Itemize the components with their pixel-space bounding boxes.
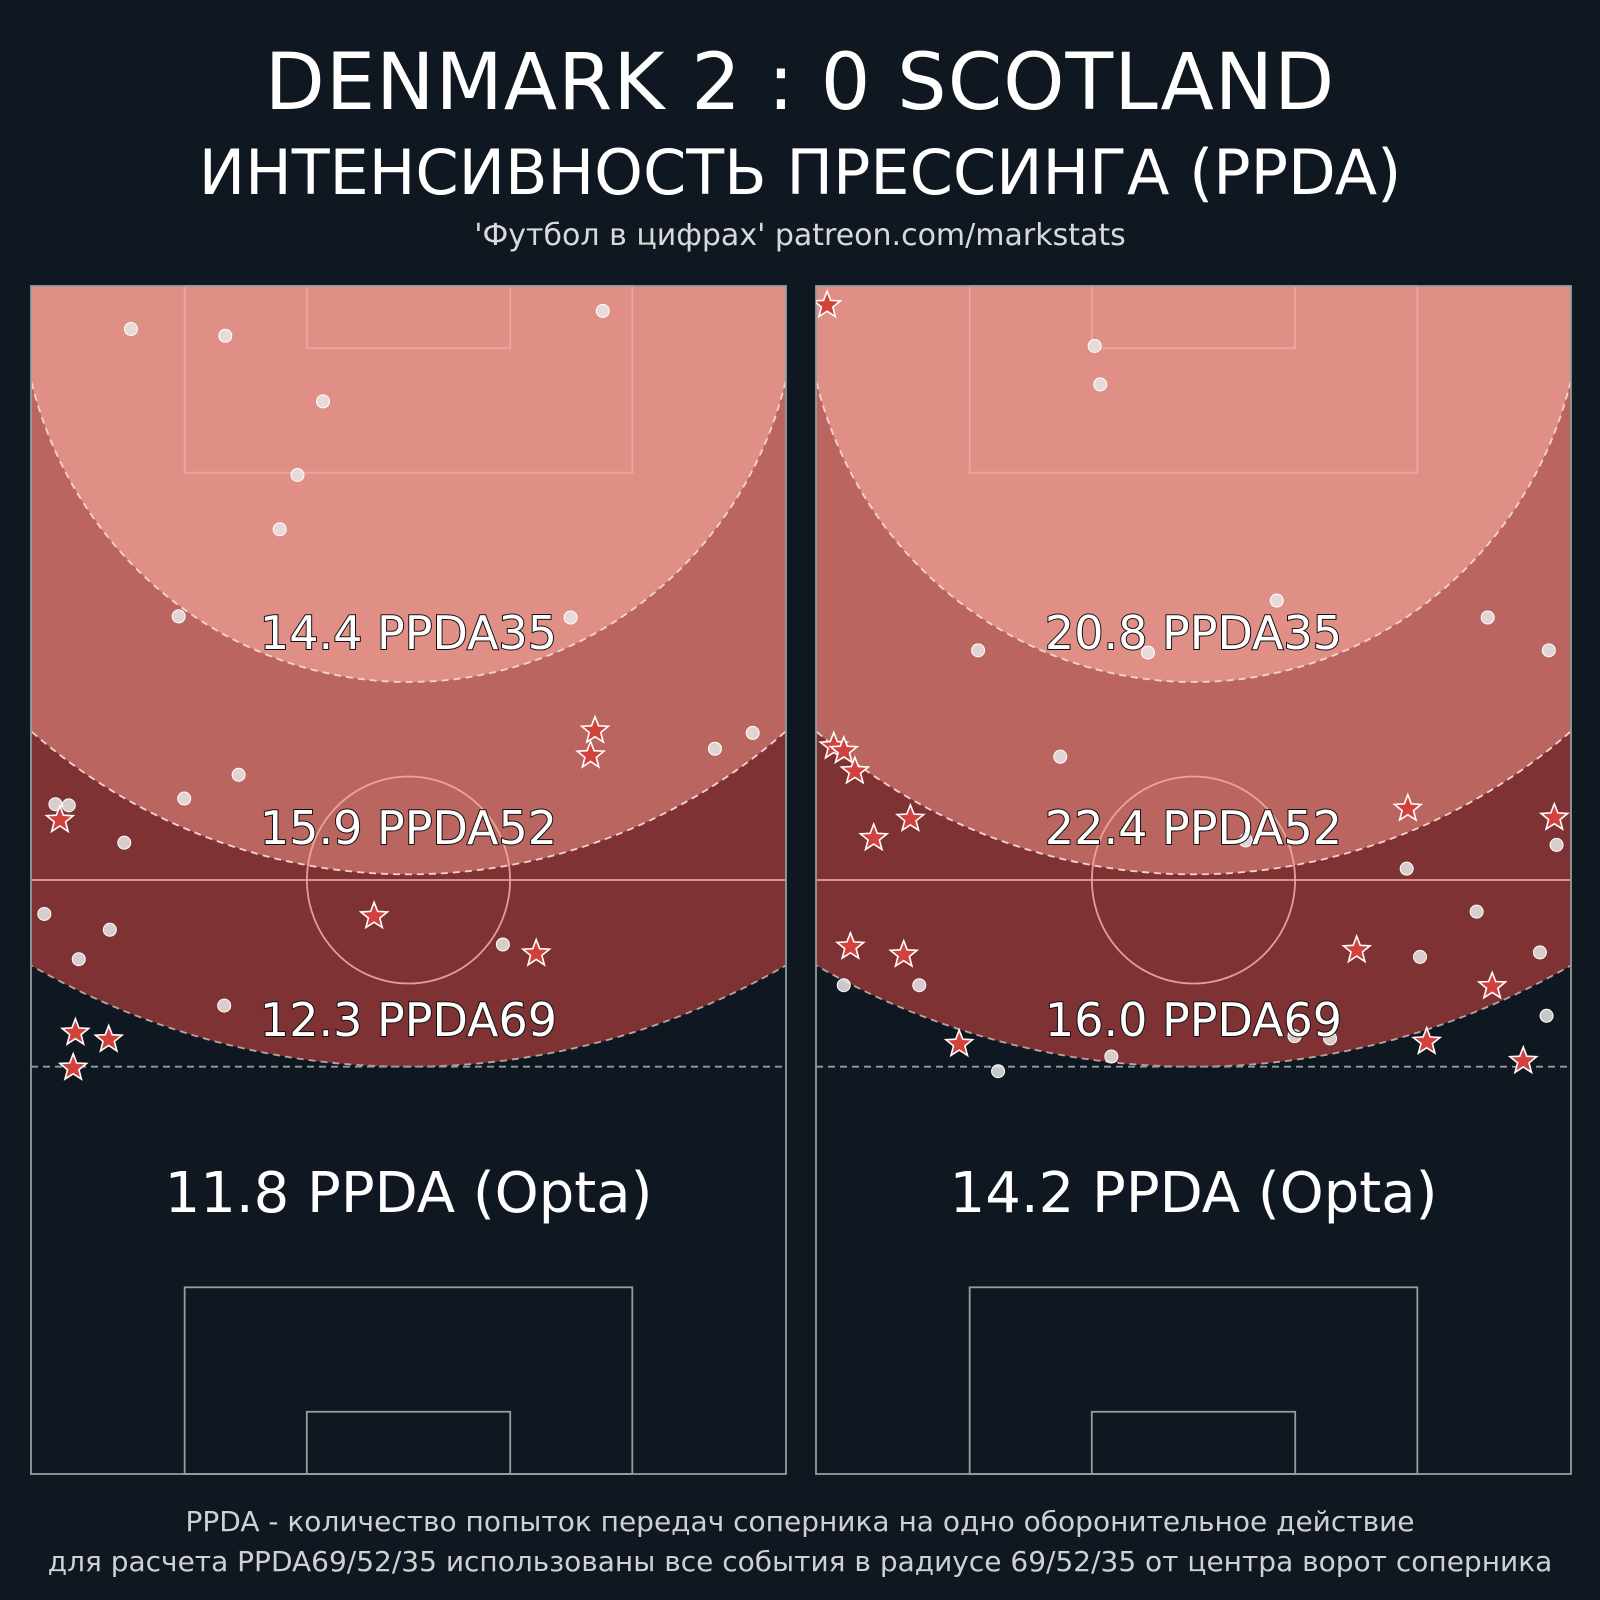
event-circle	[1480, 610, 1495, 625]
event-circle	[745, 725, 760, 740]
event-circle	[61, 798, 76, 813]
event-circle	[1539, 1008, 1554, 1023]
event-circle	[217, 998, 232, 1013]
zone-35-boundary	[31, 375, 786, 683]
label-ppda69: 12.3 PPDA69	[260, 993, 557, 1047]
event-circle	[102, 922, 117, 937]
event-star	[93, 1023, 125, 1053]
event-star	[839, 755, 871, 785]
event-circle	[1287, 1029, 1302, 1044]
zone-35-boundary	[816, 375, 1571, 683]
footnote: PPDA - количество попыток передач соперн…	[0, 1502, 1600, 1582]
event-star	[943, 1027, 975, 1058]
pitch-scotland: 20.8 PPDA35 22.4 PPDA52 16.0 PPDA69 14.2 PP…	[815, 285, 1572, 1475]
pitch-outline	[815, 285, 1572, 1475]
event-star	[888, 938, 920, 968]
event-star	[575, 739, 607, 769]
event-star	[895, 802, 926, 832]
event-star	[834, 930, 866, 960]
event-markers	[816, 288, 1570, 1079]
event-star	[1538, 801, 1570, 831]
label-ppda69: 16.0 PPDA69	[1045, 993, 1342, 1047]
event-circle	[1104, 1049, 1119, 1064]
zone-35	[31, 286, 786, 682]
event-star	[1411, 1025, 1443, 1055]
event-star	[828, 734, 860, 765]
event-star	[858, 821, 890, 852]
event-circle	[218, 328, 233, 343]
event-circle	[707, 741, 722, 756]
label-opta: 11.8 PPDA (Opta)	[165, 1161, 653, 1226]
event-circle	[123, 321, 138, 336]
event-circle	[231, 767, 246, 782]
footnote-line-1: PPDA - количество попыток передач соперн…	[185, 1505, 1415, 1538]
source-credit: 'Футбол в цифрах' patreon.com/markstats	[474, 218, 1126, 253]
label-ppda52: 22.4 PPDA52	[1045, 801, 1342, 855]
event-circle	[1549, 837, 1564, 852]
event-circle	[836, 978, 851, 993]
chart-subtitle: ИНТЕНСИВНОСТЬ ПРЕССИНГА (PPDA)	[198, 136, 1402, 209]
event-circle	[495, 937, 510, 952]
event-circle	[1399, 861, 1414, 876]
event-circle	[595, 303, 610, 318]
event-circle	[1087, 338, 1102, 353]
pitch-markings	[815, 285, 1572, 1475]
ppda-zones	[31, 286, 786, 1068]
event-star	[44, 803, 76, 834]
event-circle	[1269, 593, 1284, 608]
zone-35	[816, 286, 1571, 682]
label-ppda35: 20.8 PPDA35	[1045, 606, 1342, 660]
event-circle	[1323, 1031, 1338, 1046]
event-star	[1476, 970, 1508, 1000]
zone-52-boundary	[816, 729, 1571, 876]
event-circle	[912, 978, 927, 993]
event-circle	[316, 394, 331, 409]
centre-circle	[1091, 775, 1296, 985]
event-circle	[1053, 749, 1068, 764]
event-circle	[37, 906, 52, 921]
event-star	[358, 899, 390, 930]
event-star	[816, 288, 843, 319]
event-circle	[1532, 945, 1547, 960]
event-circle	[1093, 377, 1108, 392]
event-circle	[272, 522, 287, 537]
label-opta: 14.2 PPDA (Opta)	[950, 1161, 1438, 1226]
event-circle	[1413, 949, 1427, 964]
pitch-denmark: 14.4 PPDA35 15.9 PPDA52 12.3 PPDA69 11.8 PP…	[30, 285, 787, 1475]
event-star	[579, 714, 611, 744]
event-circle	[971, 643, 986, 658]
event-circle	[117, 835, 132, 850]
ppda-zones	[816, 286, 1571, 1068]
event-star	[520, 937, 552, 967]
label-ppda52: 15.9 PPDA52	[260, 801, 557, 855]
event-markers	[37, 303, 760, 1081]
event-circle	[290, 467, 305, 482]
event-star	[1392, 792, 1424, 822]
event-circle	[171, 609, 186, 624]
event-star	[59, 1016, 91, 1046]
zone-52-boundary	[31, 729, 786, 876]
event-circle	[991, 1064, 1006, 1079]
pitch-outline	[30, 285, 787, 1475]
pitch-markings	[30, 285, 787, 1475]
event-circle	[71, 952, 86, 967]
footnote-line-2: для расчета PPDA69/52/35 использованы вс…	[47, 1545, 1553, 1578]
event-star	[1507, 1044, 1539, 1075]
centre-circle	[306, 775, 511, 985]
event-circle	[1541, 643, 1556, 658]
event-star	[57, 1051, 89, 1081]
label-ppda35: 14.4 PPDA35	[260, 606, 557, 660]
event-circle	[1140, 645, 1155, 660]
event-star	[1341, 933, 1373, 964]
match-title: DENMARK 2 : 0 SCOTLAND	[264, 38, 1336, 128]
event-circle	[563, 610, 578, 625]
event-circle	[177, 791, 192, 806]
event-circle	[1238, 833, 1253, 848]
event-circle	[1469, 904, 1484, 919]
